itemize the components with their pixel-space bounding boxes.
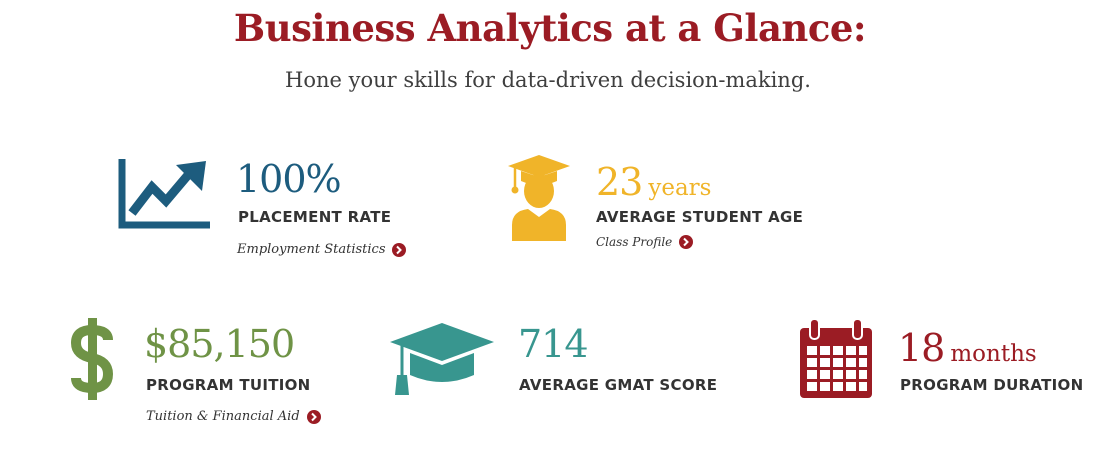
- duration-label: PROGRAM DURATION: [900, 376, 1084, 394]
- arrow-circle-right-icon: [392, 242, 407, 257]
- placement-rate-value: 100%: [236, 157, 342, 201]
- tuition-label: PROGRAM TUITION: [146, 376, 311, 394]
- duration-unit: months: [950, 341, 1037, 367]
- tuition-financial-aid-link[interactable]: Tuition & Financial Aid: [146, 409, 321, 424]
- student-age-number: 23: [596, 160, 643, 204]
- trending-chart-icon: [118, 157, 212, 233]
- page-title: Business Analytics at a Glance:: [233, 6, 867, 50]
- employment-statistics-link[interactable]: Employment Statistics: [237, 242, 407, 257]
- tuition-value: $85,150: [144, 322, 295, 366]
- student-age-unit: years: [648, 175, 712, 201]
- duration-number: 18: [898, 326, 945, 370]
- gmat-value: 714: [518, 322, 589, 366]
- tuition-financial-aid-link-text: Tuition & Financial Aid: [146, 409, 300, 424]
- dollar-icon: [70, 318, 114, 404]
- page-subtitle: Hone your skills for data-driven decisio…: [285, 68, 811, 92]
- calendar-icon: [798, 318, 874, 404]
- employment-statistics-link-text: Employment Statistics: [237, 242, 386, 257]
- arrow-circle-right-icon: [679, 235, 694, 249]
- graduate-student-icon: [508, 155, 570, 245]
- duration-value: 18 months: [898, 326, 1037, 370]
- arrow-circle-right-icon: [306, 409, 321, 424]
- gmat-label: AVERAGE GMAT SCORE: [519, 376, 718, 394]
- graduation-cap-icon: [388, 323, 496, 401]
- placement-rate-label: PLACEMENT RATE: [238, 208, 392, 226]
- student-age-value: 23 years: [596, 160, 711, 204]
- class-profile-link[interactable]: Class Profile: [596, 235, 694, 249]
- student-age-label: AVERAGE STUDENT AGE: [596, 208, 804, 226]
- class-profile-link-text: Class Profile: [596, 235, 673, 249]
